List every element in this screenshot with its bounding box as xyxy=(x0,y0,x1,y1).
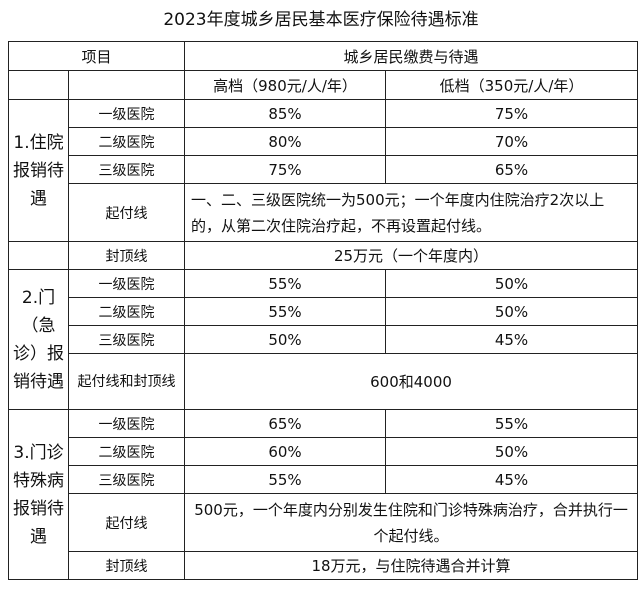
table-row: 封顶线 18万元，与住院待遇合并计算 xyxy=(9,551,639,580)
low-value: 45% xyxy=(385,325,639,354)
header-empty-cell xyxy=(67,70,186,100)
section-label: 3.门诊特殊病报销待遇 xyxy=(8,409,69,580)
low-value: 50% xyxy=(385,437,639,466)
header-high-tier: 高档（980元/人/年） xyxy=(184,70,387,100)
table-row: 二级医院 80% 70% xyxy=(9,127,639,156)
merged-value: 25万元（一个年度内） xyxy=(184,241,639,270)
low-value: 45% xyxy=(385,465,639,494)
table-row: 二级医院 55% 50% xyxy=(9,297,639,326)
insurance-table: 项目 城乡居民缴费与待遇 高档（980元/人/年） 低档（350元/人/年） 1… xyxy=(7,41,639,580)
section-spacer xyxy=(8,241,69,270)
section-label: 2.门（急诊）报销待遇 xyxy=(8,269,69,410)
row-label: 一级医院 xyxy=(67,269,186,298)
low-value: 50% xyxy=(385,297,639,326)
table-row: 起付线 一、二、三级医院统一为500元；一个年度内住院治疗2次以上的，从第二次住… xyxy=(9,183,639,242)
row-label: 三级医院 xyxy=(67,155,186,184)
high-value: 60% xyxy=(184,437,387,466)
header-low-tier: 低档（350元/人/年） xyxy=(385,70,639,100)
merged-value: 18万元，与住院待遇合并计算 xyxy=(184,551,639,580)
low-value: 65% xyxy=(385,155,639,184)
high-value: 55% xyxy=(184,269,387,298)
table-row: 三级医院 50% 45% xyxy=(9,325,639,354)
low-value: 55% xyxy=(385,409,639,438)
row-label: 一级医院 xyxy=(67,409,186,438)
row-label: 一级医院 xyxy=(67,99,186,128)
table-row: 起付线和封顶线 600和4000 xyxy=(9,353,639,410)
header-empty-cell xyxy=(8,70,69,100)
low-value: 70% xyxy=(385,127,639,156)
table-row: 1.住院报销待遇 一级医院 85% 75% xyxy=(8,99,639,242)
table-row: 三级医院 75% 65% xyxy=(9,155,639,184)
table-row: 三级医院 55% 45% xyxy=(9,465,639,494)
high-value: 50% xyxy=(184,325,387,354)
header-item: 项目 xyxy=(7,41,186,71)
row-label: 起付线和封顶线 xyxy=(67,353,186,410)
table-row: 2.门（急诊）报销待遇 一级医院 55% 50% xyxy=(8,269,639,410)
row-label: 三级医院 xyxy=(67,465,186,494)
high-value: 75% xyxy=(184,155,387,184)
high-value: 55% xyxy=(184,465,387,494)
row-label: 二级医院 xyxy=(67,297,186,326)
table-row: 起付线 500元，一个年度内分别发生住院和门诊特殊病治疗，合并执行一个起付线。 xyxy=(9,493,639,552)
high-value: 65% xyxy=(184,409,387,438)
row-label: 起付线 xyxy=(67,493,186,552)
merged-value: 600和4000 xyxy=(184,353,639,410)
row-label: 起付线 xyxy=(67,183,186,242)
row-label: 三级医院 xyxy=(67,325,186,354)
header-tier-row: 高档（980元/人/年） 低档（350元/人/年） xyxy=(8,70,639,100)
table-row: 3.门诊特殊病报销待遇 一级医院 65% 55% xyxy=(8,409,639,580)
row-label: 封顶线 xyxy=(67,551,186,580)
high-value: 55% xyxy=(184,297,387,326)
row-label: 二级医院 xyxy=(67,127,186,156)
high-value: 85% xyxy=(184,99,387,128)
row-label: 封顶线 xyxy=(67,241,186,270)
row-label: 二级医院 xyxy=(67,437,186,466)
merged-value: 500元，一个年度内分别发生住院和门诊特殊病治疗，合并执行一个起付线。 xyxy=(184,493,639,552)
low-value: 50% xyxy=(385,269,639,298)
merged-value: 一、二、三级医院统一为500元；一个年度内住院治疗2次以上的，从第二次住院治疗起… xyxy=(184,183,639,242)
high-value: 80% xyxy=(184,127,387,156)
table-row: 封顶线 25万元（一个年度内） xyxy=(8,241,639,270)
page-title: 2023年度城乡居民基本医疗保险待遇标准 xyxy=(163,10,479,30)
section-label: 1.住院报销待遇 xyxy=(8,99,69,242)
table-row: 二级医院 60% 50% xyxy=(9,437,639,466)
header-group: 城乡居民缴费与待遇 xyxy=(184,41,639,71)
header-row: 项目 城乡居民缴费与待遇 xyxy=(7,41,639,71)
low-value: 75% xyxy=(385,99,639,128)
